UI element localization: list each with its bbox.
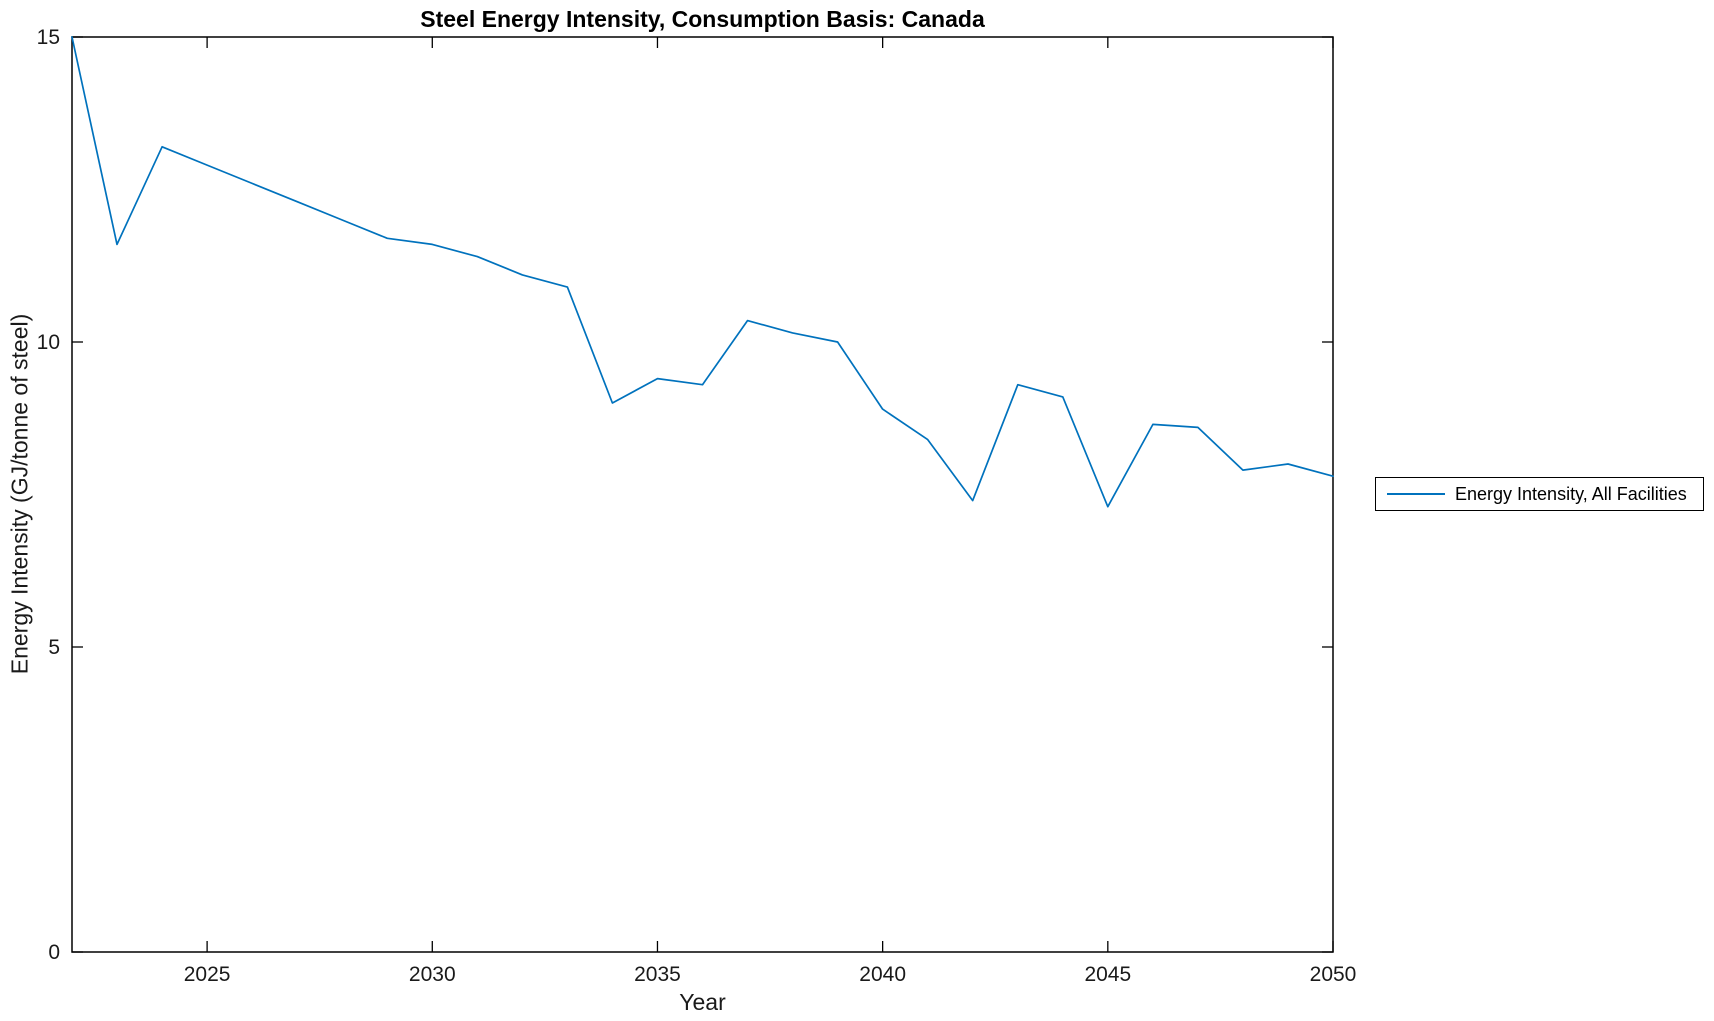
x-tick-label: 2040	[859, 963, 906, 986]
x-tick-label: 2045	[1084, 963, 1131, 986]
legend-box: Energy Intensity, All Facilities	[1375, 477, 1704, 511]
x-tick-label: 2035	[634, 963, 681, 986]
legend-item-label: Energy Intensity, All Facilities	[1455, 483, 1687, 504]
energy-intensity-line	[71, 36, 1334, 508]
plot-area	[71, 36, 1334, 953]
axis-ticks	[72, 36, 1334, 953]
y-tick-label: 10	[37, 331, 60, 354]
data-series	[71, 36, 1334, 508]
legend-line-sample-icon	[1387, 493, 1445, 495]
x-axis-label: Year	[679, 989, 726, 1015]
x-tick-label: 2025	[184, 963, 231, 986]
y-tick-label: 15	[37, 26, 60, 49]
plot-box	[71, 36, 1334, 953]
x-tick-label: 2030	[409, 963, 456, 986]
y-axis-label: Energy Intensity (GJ/tonne of steel)	[6, 313, 33, 675]
y-tick-label: 0	[48, 941, 60, 964]
axis-tick-labels: 2025 2030 2035 2040 2045 2050 0 5 10 15	[37, 26, 1357, 986]
chart-title: Steel Energy Intensity, Consumption Basi…	[420, 6, 985, 32]
y-tick-label: 5	[48, 636, 60, 659]
x-tick-label: 2050	[1310, 963, 1357, 986]
